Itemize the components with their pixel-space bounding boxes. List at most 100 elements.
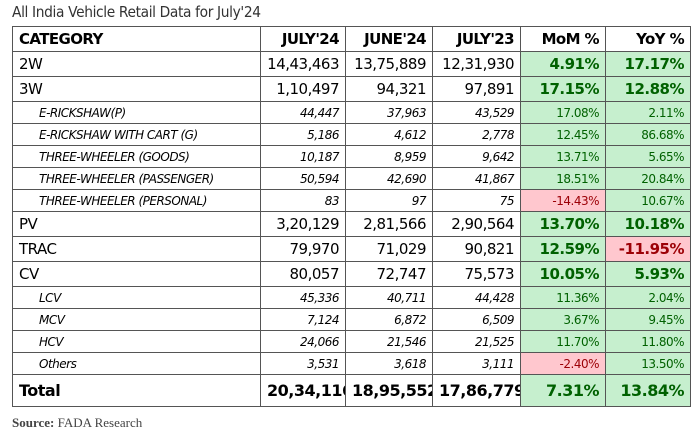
cell-yoy: 86.68% [605,123,691,146]
cell-yoy: 20.84% [605,167,691,190]
subcategory-row: THREE-WHEELER (PERSONAL) 83 97 75 -14.43% 10.… [12,189,691,212]
cell-yoy: 9.45% [605,308,691,331]
cell-june24: 21,546 [345,330,433,353]
cell-mom: 17.15% [520,76,606,102]
cell-category: E-RICKSHAW WITH CART (G) [12,123,261,146]
cell-category: HCV [12,330,261,353]
table-row: CV 80,057 72,747 75,573 10.05% 5.93% [12,261,691,287]
cell-mom: 4.91% [520,51,606,77]
cell-mom: 11.36% [520,286,606,309]
cell-june24: 3,618 [345,352,433,375]
cell-category: MCV [12,308,261,331]
cell-mom: -2.40% [520,352,606,375]
cell-mom: 18.51% [520,167,606,190]
cell-category: TRAC [12,236,261,262]
header-category: CATEGORY [12,26,261,52]
cell-july23: 12,31,930 [432,51,521,77]
cell-yoy: 5.93% [605,261,691,287]
cell-july24: 1,10,497 [260,76,346,102]
cell-july24: 10,187 [260,145,346,168]
cell-mom: 13.71% [520,145,606,168]
cell-july24: 20,34,116 [260,374,346,407]
cell-june24: 18,95,552 [345,374,433,407]
subcategory-row: THREE-WHEELER (PASSENGER) 50,594 42,690 41,… [12,167,691,190]
cell-category: THREE-WHEELER (PERSONAL) [12,189,261,212]
cell-july23: 75 [432,189,521,212]
cell-mom: 12.45% [520,123,606,146]
cell-june24: 6,872 [345,308,433,331]
cell-mom: 10.05% [520,261,606,287]
cell-july23: 6,509 [432,308,521,331]
cell-june24: 2,81,566 [345,211,433,237]
cell-june24: 13,75,889 [345,51,433,77]
source-note: Source: FADA Research [12,415,142,431]
cell-july24: 3,20,129 [260,211,346,237]
cell-july24: 5,186 [260,123,346,146]
source-label: Source: [12,415,55,430]
subcategory-row: HCV 24,066 21,546 21,525 11.70% 11.80% [12,330,691,353]
cell-mom: -14.43% [520,189,606,212]
header-yoy: YoY % [605,26,691,52]
cell-july23: 90,821 [432,236,521,262]
table-row: TRAC 79,970 71,029 90,821 12.59% -11.95% [12,236,691,262]
cell-yoy: 5.65% [605,145,691,168]
cell-yoy: 12.88% [605,76,691,102]
cell-july23: 41,867 [432,167,521,190]
table-title: All India Vehicle Retail Data for July'2… [12,3,261,21]
cell-july23: 43,529 [432,101,521,124]
subcategory-row: MCV 7,124 6,872 6,509 3.67% 9.45% [12,308,691,331]
cell-july24: 44,447 [260,101,346,124]
cell-july23: 17,86,779 [432,374,521,407]
retail-data-table: CATEGORY JULY'24 JUNE'24 JULY'23 MoM % Y… [12,26,691,407]
subcategory-row: THREE-WHEELER (GOODS) 10,187 8,959 9,642 13.… [12,145,691,168]
header-july24: JULY'24 [260,26,346,52]
cell-yoy: 10.18% [605,211,691,237]
cell-july23: 44,428 [432,286,521,309]
table-row: 3W 1,10,497 94,321 97,891 17.15% 12.88% [12,76,691,102]
cell-june24: 8,959 [345,145,433,168]
cell-july24: 50,594 [260,167,346,190]
cell-july23: 2,90,564 [432,211,521,237]
cell-yoy: 2.11% [605,101,691,124]
cell-july23: 9,642 [432,145,521,168]
cell-category: E-RICKSHAW(P) [12,101,261,124]
cell-june24: 40,711 [345,286,433,309]
cell-mom: 13.70% [520,211,606,237]
cell-category: CV [12,261,261,287]
cell-yoy: 17.17% [605,51,691,77]
cell-july24: 3,531 [260,352,346,375]
cell-july24: 83 [260,189,346,212]
source-text: FADA Research [54,415,143,430]
cell-july24: 7,124 [260,308,346,331]
cell-category: LCV [12,286,261,309]
cell-category: 3W [12,76,261,102]
table-row: PV 3,20,129 2,81,566 2,90,564 13.70% 10.18% [12,211,691,237]
header-june24: JUNE'24 [345,26,433,52]
cell-july23: 3,111 [432,352,521,375]
cell-yoy: -11.95% [605,236,691,262]
cell-june24: 42,690 [345,167,433,190]
cell-june24: 71,029 [345,236,433,262]
cell-july23: 97,891 [432,76,521,102]
subcategory-row: LCV 45,336 40,711 44,428 11.36% 2.04% [12,286,691,309]
cell-category: Others [12,352,261,375]
cell-july23: 75,573 [432,261,521,287]
cell-june24: 37,963 [345,101,433,124]
cell-june24: 97 [345,189,433,212]
cell-category: Total [12,374,261,407]
header-july23: JULY'23 [432,26,521,52]
cell-yoy: 2.04% [605,286,691,309]
cell-june24: 94,321 [345,76,433,102]
cell-june24: 4,612 [345,123,433,146]
cell-mom: 3.67% [520,308,606,331]
subcategory-row: E-RICKSHAW WITH CART (G) 5,186 4,612 2,778 1… [12,123,691,146]
cell-july23: 21,525 [432,330,521,353]
header-mom: MoM % [520,26,606,52]
cell-yoy: 10.67% [605,189,691,212]
cell-mom: 12.59% [520,236,606,262]
subcategory-row: Others 3,531 3,618 3,111 -2.40% 13.50% [12,352,691,375]
cell-yoy: 13.50% [605,352,691,375]
cell-june24: 72,747 [345,261,433,287]
table-row: 2W 14,43,463 13,75,889 12,31,930 4.91% 17.17% [12,51,691,77]
header-row: CATEGORY JULY'24 JUNE'24 JULY'23 MoM % Y… [12,26,691,52]
